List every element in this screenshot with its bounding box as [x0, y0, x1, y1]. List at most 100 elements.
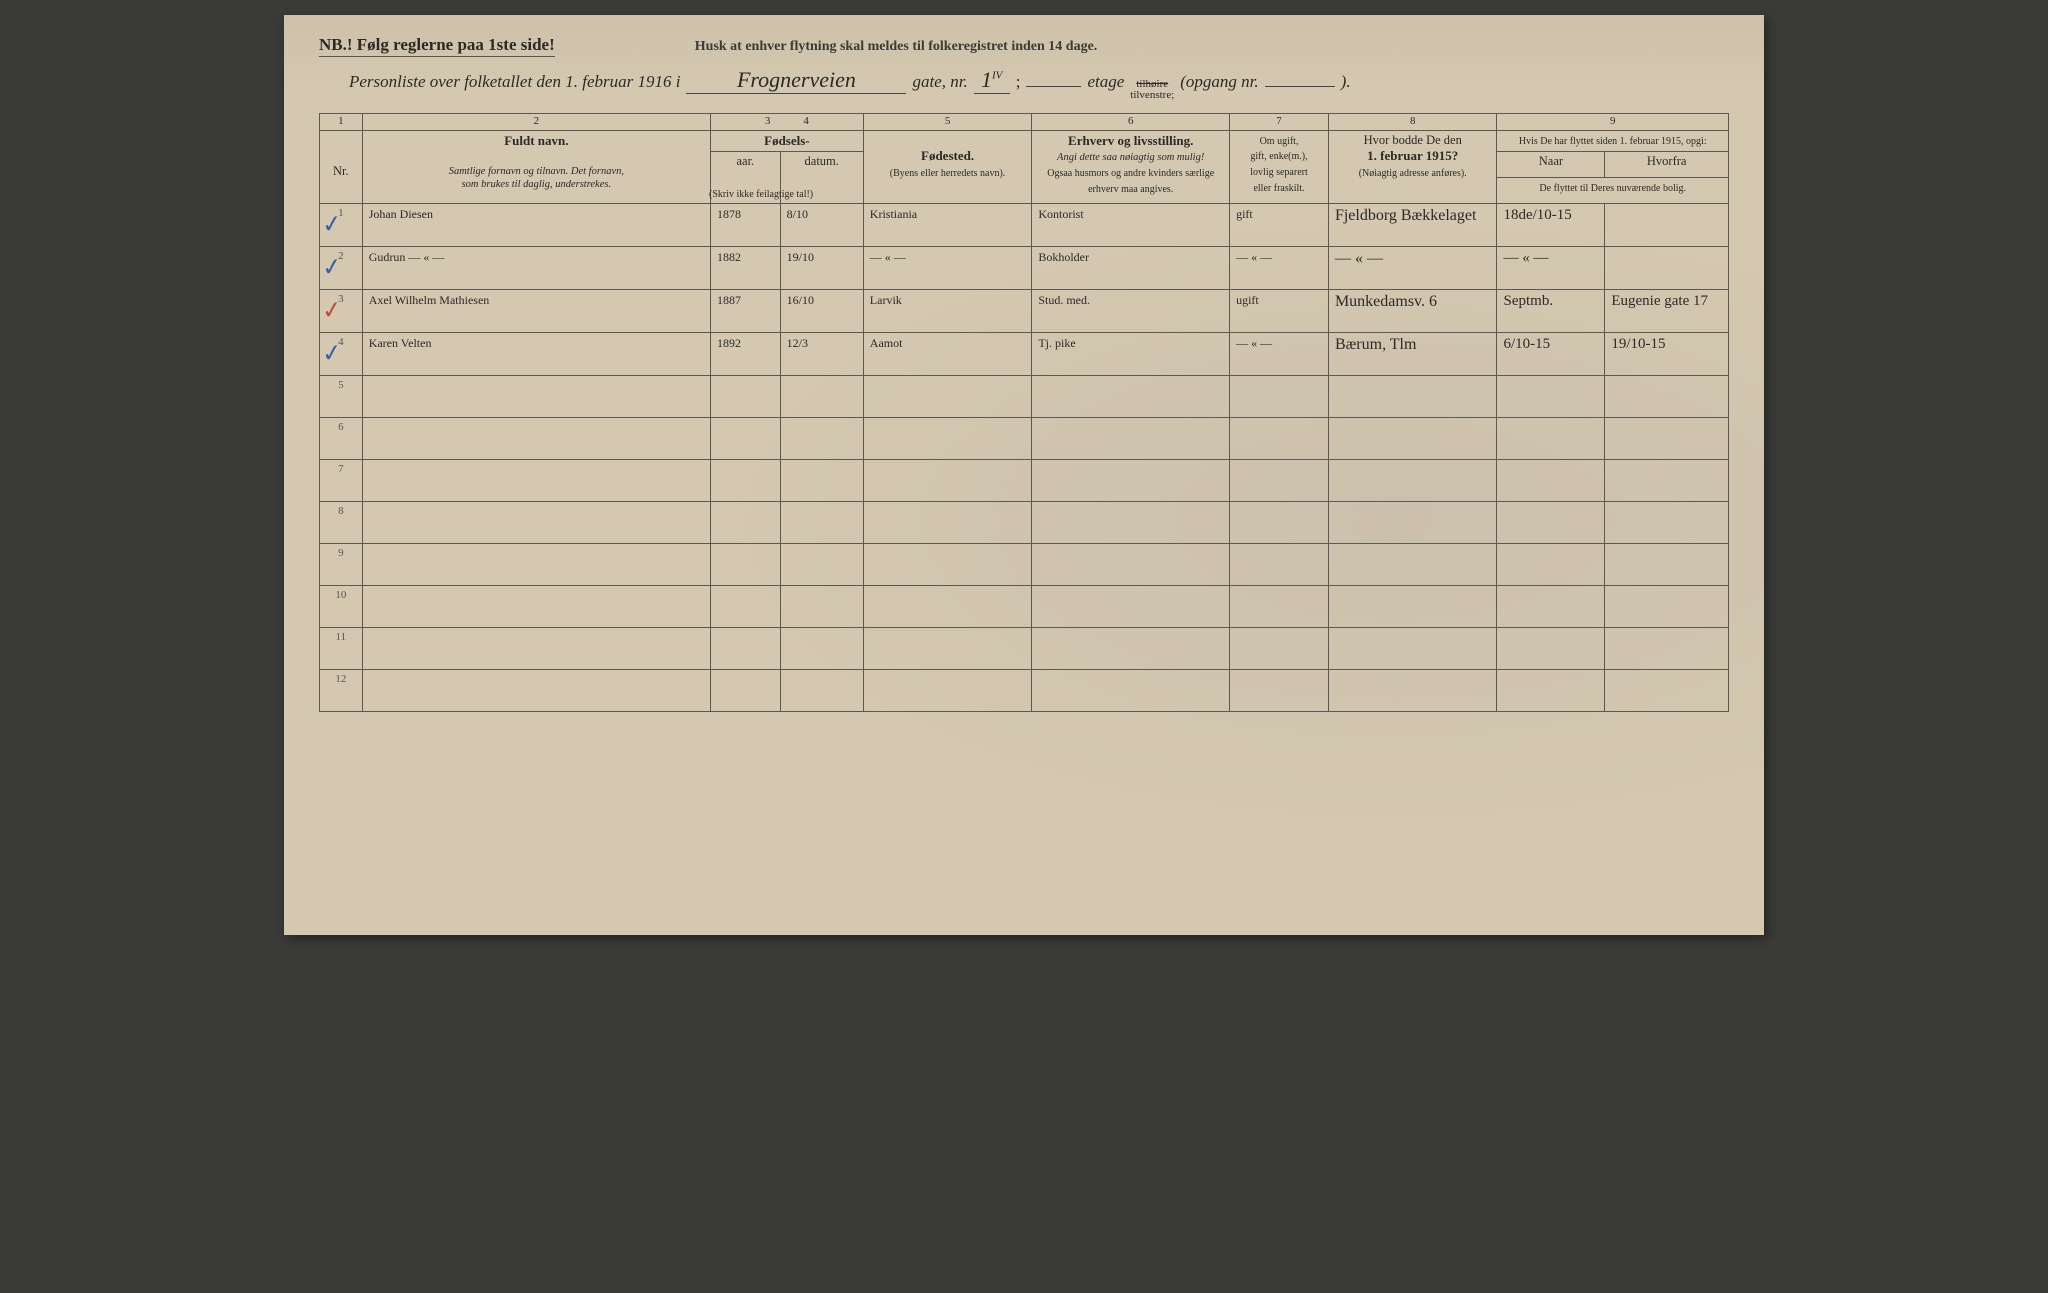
check-mark: ✓: [320, 295, 344, 327]
cell-year: [711, 628, 781, 670]
cell-addr1915: — « —: [1328, 247, 1497, 290]
cell-birthplace: [863, 376, 1032, 418]
cell-marital: ugift: [1230, 290, 1329, 333]
cell-year: [711, 460, 781, 502]
cell-addr1915: [1328, 460, 1497, 502]
cell-year: [711, 376, 781, 418]
header-nr: Nr.: [320, 130, 363, 204]
header-occupation: Erhverv og livsstilling. Angi dette saa …: [1032, 130, 1230, 204]
cell-addr1915: [1328, 418, 1497, 460]
cell-year: [711, 544, 781, 586]
cell-addr1915: [1328, 376, 1497, 418]
gate-nr-sup: IV: [992, 70, 1002, 82]
cell-birthplace: [863, 670, 1032, 712]
gate-nr-value: 1: [981, 67, 992, 92]
cell-birthplace: [863, 418, 1032, 460]
colnum-5: 5: [863, 114, 1032, 131]
cell-date: 8/10: [780, 204, 863, 247]
reminder-text: Husk at enhver flytning skal meldes til …: [695, 39, 1098, 55]
cell-marital: [1230, 418, 1329, 460]
row-nr: 11: [320, 628, 363, 670]
cell-occupation: [1032, 502, 1230, 544]
cell-marital: gift: [1230, 204, 1329, 247]
table-row: 12: [320, 670, 1729, 712]
colnum-1: 1: [320, 114, 363, 131]
row-nr: ✓2: [320, 247, 363, 290]
colnum-2: 2: [362, 114, 710, 131]
cell-moved-from: [1605, 418, 1729, 460]
opgang-close: ).: [1341, 72, 1351, 92]
table-body: ✓1Johan Diesen18788/10KristianiaKontoris…: [320, 204, 1729, 712]
cell-birthplace: Larvik: [863, 290, 1032, 333]
cell-name: [362, 544, 710, 586]
cell-date: [780, 586, 863, 628]
header-when: Naar: [1497, 152, 1605, 178]
cell-year: [711, 586, 781, 628]
etage-blank: [1026, 68, 1081, 87]
cell-addr1915: Bærum, Tlm: [1328, 333, 1497, 376]
row-nr: 6: [320, 418, 363, 460]
opgang-label: (opgang nr.: [1180, 72, 1258, 92]
cell-occupation: Bokholder: [1032, 247, 1230, 290]
gate-label: gate, nr.: [912, 72, 967, 92]
cell-moved-when: [1497, 460, 1605, 502]
colnum-6: 6: [1032, 114, 1230, 131]
cell-marital: [1230, 628, 1329, 670]
cell-date: [780, 418, 863, 460]
cell-year: 1878: [711, 204, 781, 247]
cell-birthplace: Kristiania: [863, 204, 1032, 247]
cell-moved-from: [1605, 628, 1729, 670]
row-nr: ✓4: [320, 333, 363, 376]
cell-date: [780, 376, 863, 418]
header-from: Hvorfra: [1605, 152, 1729, 178]
cell-birthplace: [863, 628, 1032, 670]
cell-marital: [1230, 670, 1329, 712]
row-nr: 12: [320, 670, 363, 712]
cell-marital: — « —: [1230, 333, 1329, 376]
cell-birthplace: [863, 502, 1032, 544]
row-nr: 7: [320, 460, 363, 502]
cell-moved-when: [1497, 586, 1605, 628]
colnum-9: 9: [1497, 114, 1729, 131]
cell-birthplace: [863, 586, 1032, 628]
cell-year: [711, 418, 781, 460]
header-name: Fuldt navn. Samtlige fornavn og tilnavn.…: [362, 130, 710, 204]
opgang-blank: [1265, 68, 1335, 87]
header-moved: Hvis De har flyttet siden 1. februar 191…: [1497, 130, 1729, 152]
cell-moved-when: 18de/10-15: [1497, 204, 1605, 247]
cell-name: [362, 418, 710, 460]
cell-occupation: Tj. pike: [1032, 333, 1230, 376]
cell-moved-from: [1605, 204, 1729, 247]
gate-nr-hand: 1IV: [974, 67, 1010, 94]
cell-year: 1887: [711, 290, 781, 333]
cell-birthplace: [863, 460, 1032, 502]
cell-addr1915: [1328, 502, 1497, 544]
cell-marital: [1230, 376, 1329, 418]
cell-date: [780, 544, 863, 586]
side-under: tilvenstre;: [1130, 90, 1174, 101]
notice-line: NB.! Følg reglerne paa 1ste side! Husk a…: [319, 35, 1729, 57]
cell-moved-when: [1497, 670, 1605, 712]
cell-marital: [1230, 502, 1329, 544]
row-nr: ✓3: [320, 290, 363, 333]
cell-occupation: [1032, 544, 1230, 586]
cell-name: [362, 376, 710, 418]
cell-moved-from: [1605, 376, 1729, 418]
table-row: ✓1Johan Diesen18788/10KristianiaKontoris…: [320, 204, 1729, 247]
cell-date: [780, 502, 863, 544]
cell-occupation: Kontorist: [1032, 204, 1230, 247]
table-row: ✓3Axel Wilhelm Mathiesen188716/10LarvikS…: [320, 290, 1729, 333]
table-row: 11: [320, 628, 1729, 670]
cell-moved-from: Eugenie gate 17: [1605, 290, 1729, 333]
title-prefix: Personliste over folketallet den 1. febr…: [349, 72, 680, 92]
cell-name: Karen Velten: [362, 333, 710, 376]
cell-addr1915: [1328, 670, 1497, 712]
cell-birthplace: Aamot: [863, 333, 1032, 376]
cell-year: [711, 670, 781, 712]
cell-date: 16/10: [780, 290, 863, 333]
cell-moved-from: [1605, 460, 1729, 502]
census-table: 1 2 3 4 5 6 7 8 9 Nr. Fuldt navn. Samtli…: [319, 113, 1729, 712]
cell-date: [780, 628, 863, 670]
cell-moved-from: 19/10-15: [1605, 333, 1729, 376]
cell-marital: — « —: [1230, 247, 1329, 290]
